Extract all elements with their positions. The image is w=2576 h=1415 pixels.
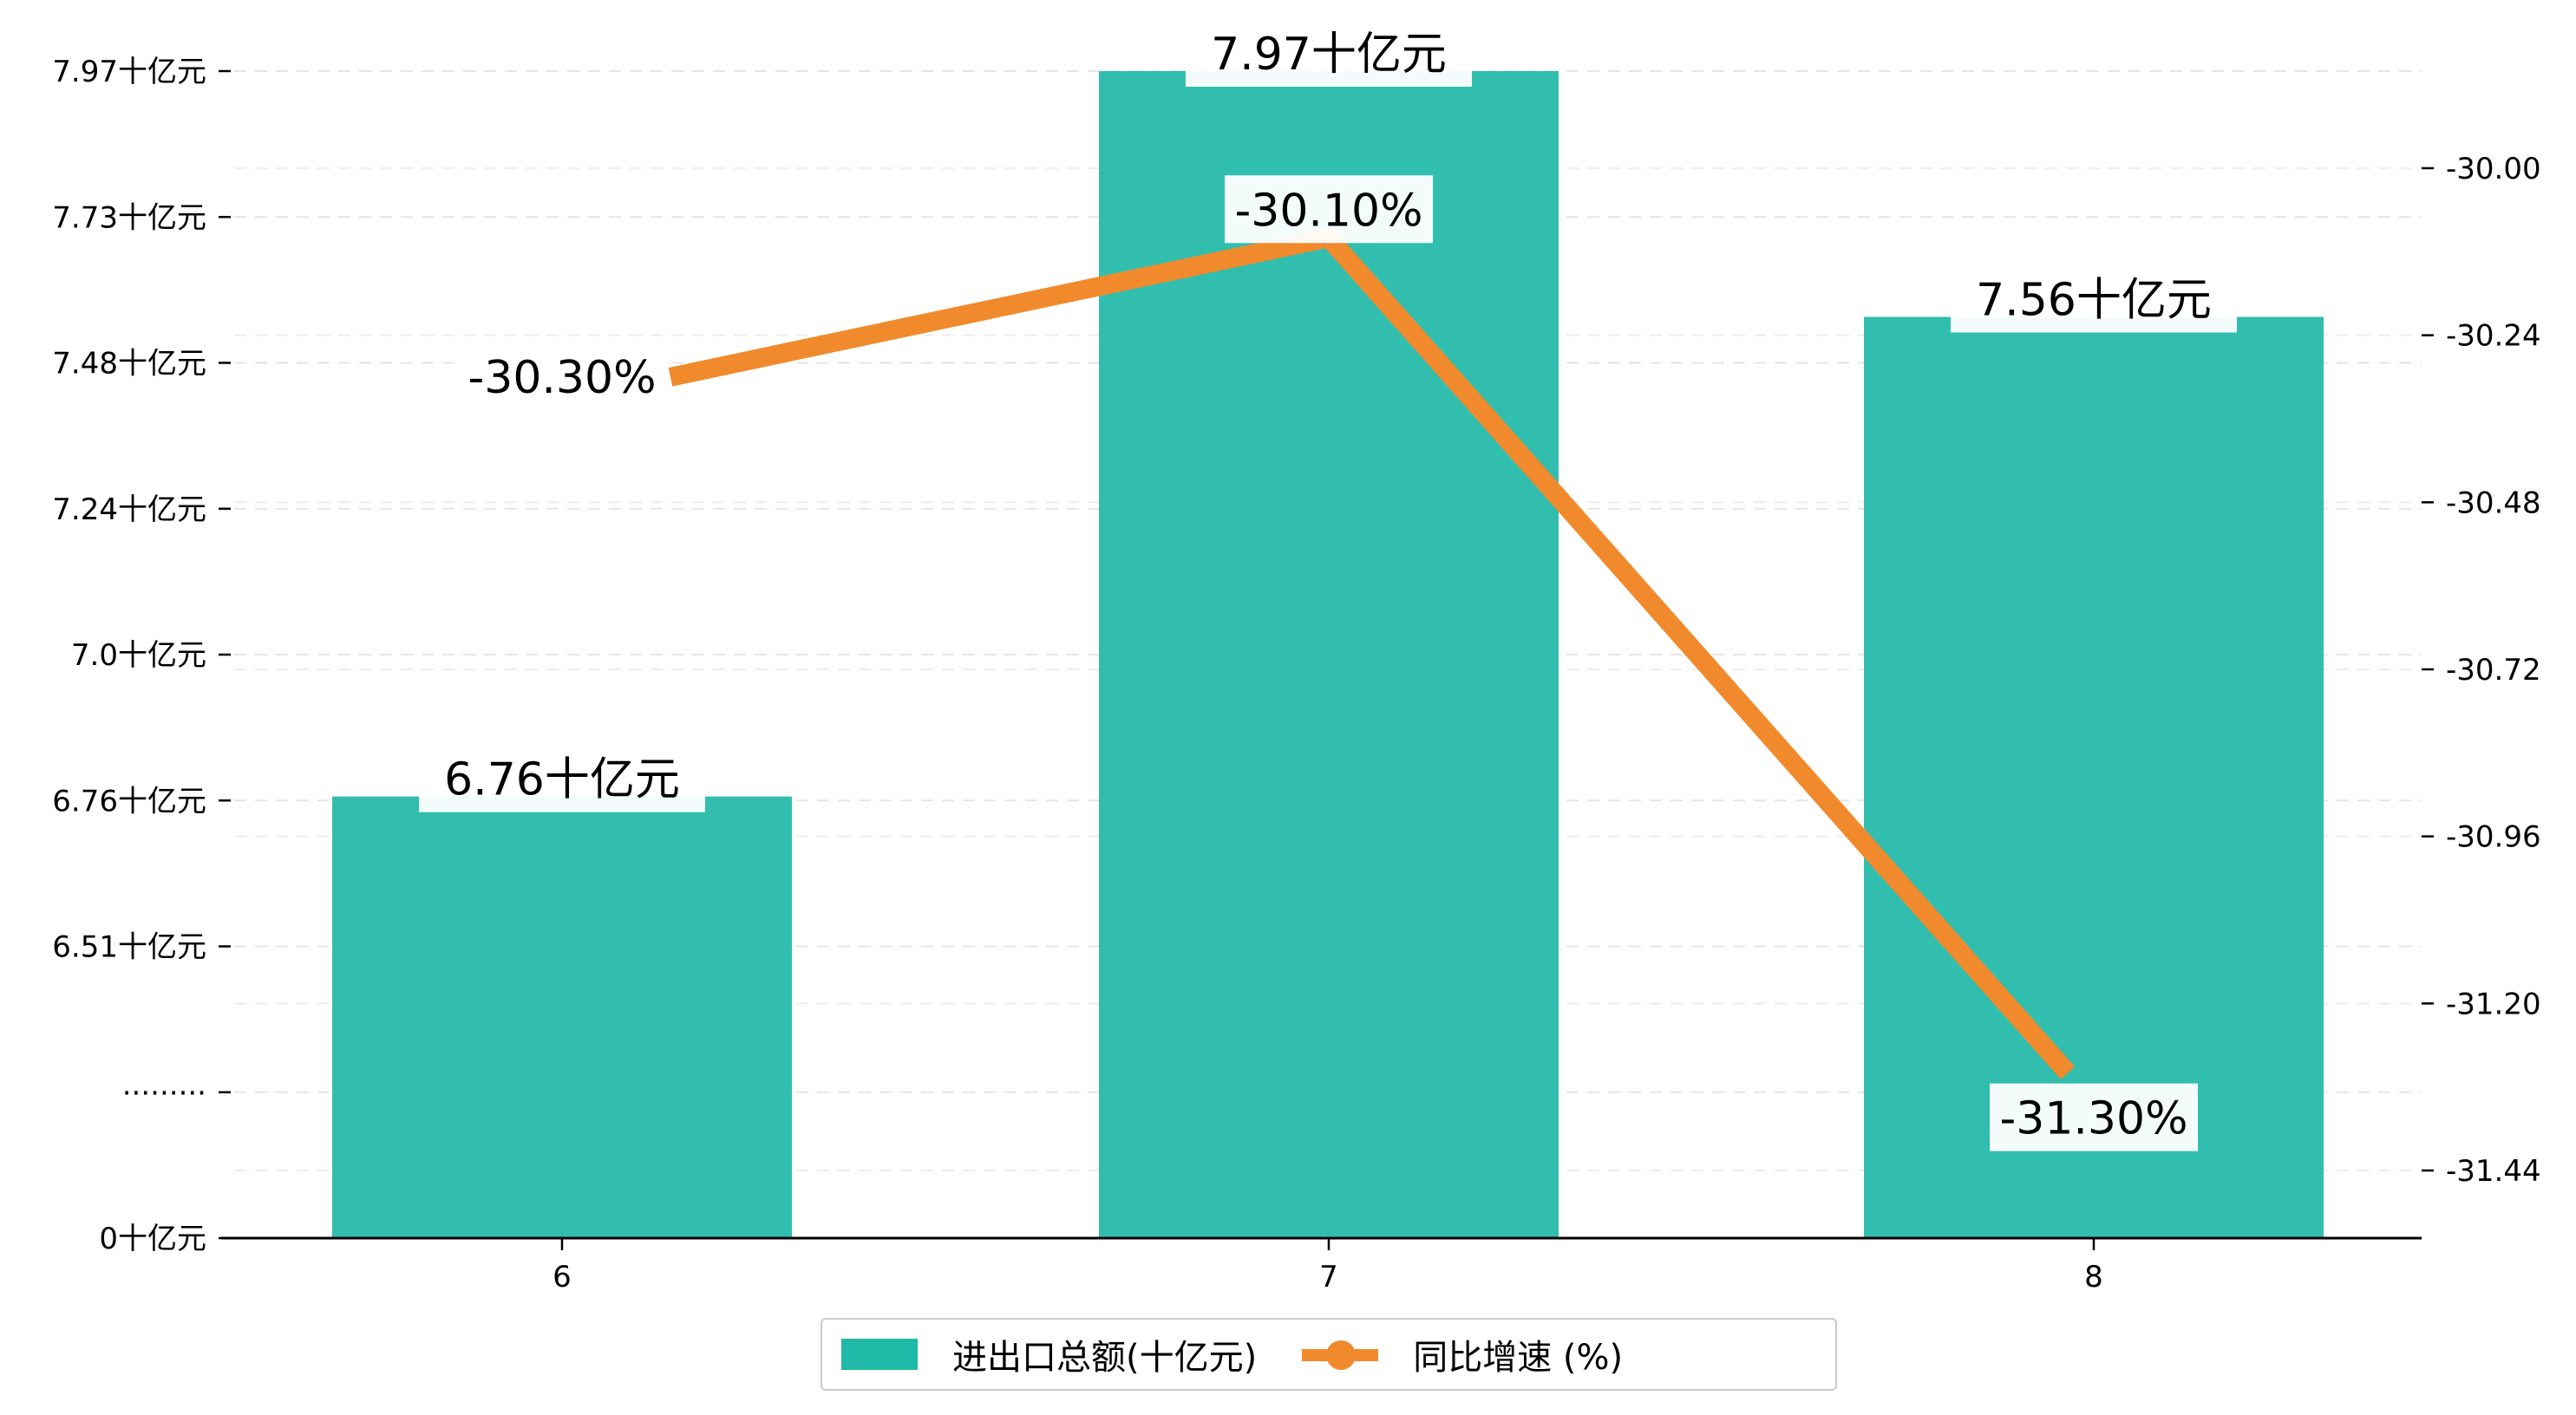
left-y-axis-ticks: 0十亿元 ········· 6.51十亿元 6.76十亿元 7.0十亿元 7.24十亿元… [52, 55, 231, 1256]
legend-line-label: 同比增速 (%) [1413, 1338, 1624, 1378]
left-tick-label: 0十亿元 [99, 1222, 206, 1256]
legend: 进出口总额(十亿元) 同比增速 (%) [821, 1318, 1837, 1391]
left-tick-label: 7.24十亿元 [52, 492, 206, 527]
data-label-text: 7.97十亿元 [1211, 29, 1447, 81]
data-label-text: -31.30% [1999, 1093, 2187, 1145]
bar-value-label: 7.56十亿元 [1951, 264, 2237, 333]
data-label-text: 6.76十亿元 [444, 754, 680, 806]
right-tick-label: -30.72 [2446, 653, 2541, 688]
right-tick-label: -30.24 [2446, 319, 2541, 354]
left-tick-label: 6.76十亿元 [52, 784, 206, 818]
left-tick-label: 7.0十亿元 [71, 638, 206, 673]
data-label-bg [1186, 19, 1472, 87]
data-label-bg [1990, 1083, 2198, 1151]
data-label-bg [1225, 175, 1433, 244]
data-labels: 6.76十亿元 7.97十亿元 7.56十亿元 -30.30% -30.10% -31.3… [419, 19, 2237, 1151]
data-label-text: -30.30% [467, 352, 656, 404]
growth-value-label: -30.30% [458, 342, 666, 410]
left-tick-label: 6.51十亿元 [52, 930, 206, 965]
data-label-bg [458, 342, 666, 410]
bar [332, 796, 792, 1238]
right-tick-label: -30.48 [2446, 486, 2541, 520]
right-y-axis-ticks: -30.00 -30.24 -30.48 -30.72 -30.96 -31.20 -31.… [2422, 152, 2541, 1189]
legend-line-swatch [1302, 1339, 1379, 1370]
left-tick-label: 7.97十亿元 [52, 55, 206, 89]
left-tick-label: 7.48十亿元 [52, 347, 206, 381]
legend-bar-swatch [841, 1339, 918, 1370]
legend-bar-label: 进出口总额(十亿元) [952, 1338, 1258, 1378]
right-tick-label: -31.20 [2446, 987, 2541, 1021]
right-tick-label: -31.44 [2446, 1154, 2541, 1189]
bar-value-label: 7.97十亿元 [1186, 19, 1472, 87]
x-tick-label: 8 [2084, 1260, 2103, 1294]
x-tick-label: 6 [552, 1260, 572, 1294]
data-label-bg [419, 744, 705, 812]
growth-value-label: -31.30% [1990, 1083, 2198, 1151]
data-label-text: 7.56十亿元 [1976, 274, 2212, 326]
legend-item-line[interactable]: 同比增速 (%) [1302, 1329, 1623, 1379]
bar-value-label: 6.76十亿元 [419, 744, 705, 812]
right-tick-label: -30.96 [2446, 820, 2541, 855]
data-label-text: -30.10% [1234, 185, 1422, 237]
left-tick-label: 7.73十亿元 [52, 200, 206, 235]
growth-value-label: -30.10% [1225, 175, 1433, 244]
left-tick-label: ········· [122, 1076, 206, 1111]
right-tick-label: -30.00 [2446, 152, 2541, 186]
x-axis-ticks: 6 7 8 [552, 1238, 2103, 1294]
data-label-bg [1951, 264, 2237, 333]
x-tick-label: 7 [1319, 1260, 1338, 1294]
legend-item-bar[interactable]: 进出口总额(十亿元) [841, 1329, 1257, 1379]
